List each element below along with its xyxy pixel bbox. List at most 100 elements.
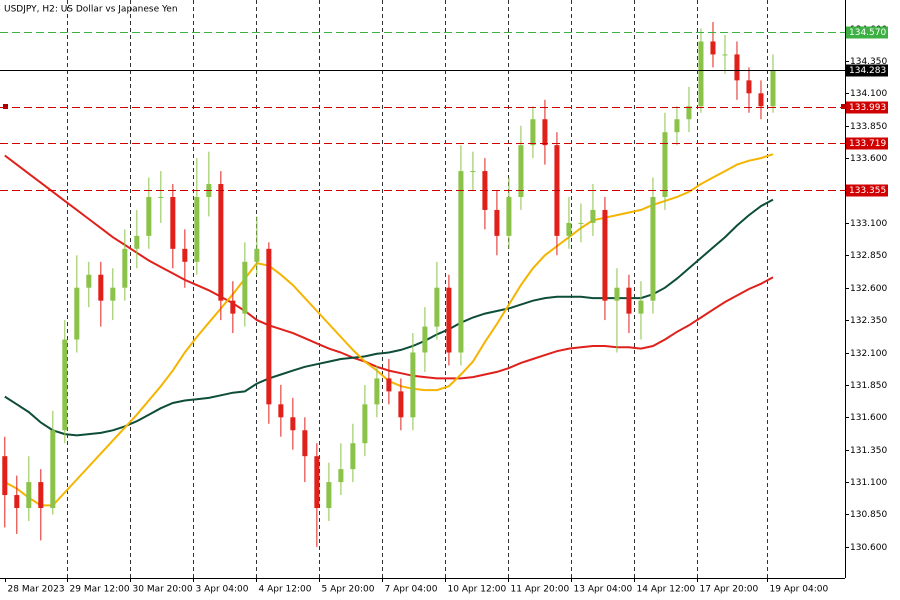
candle-body	[146, 196, 152, 236]
candle-body	[662, 132, 668, 197]
candle-body	[50, 430, 56, 509]
candle-body	[122, 248, 128, 288]
candle-body	[494, 209, 500, 236]
candle-body	[38, 482, 44, 509]
candle-body	[2, 456, 8, 496]
candle-body	[338, 469, 344, 483]
candle-body	[614, 287, 620, 301]
candle-body	[710, 41, 716, 55]
x-tick-label: 28 Mar 2023	[8, 585, 65, 595]
y-tick-label: 130.600	[850, 543, 887, 553]
candle-body	[26, 482, 32, 509]
candle-body	[266, 248, 272, 405]
y-tick-label: 133.850	[850, 122, 887, 132]
candle-body	[530, 119, 536, 146]
x-tick-label: 30 Mar 20:00	[133, 585, 193, 595]
y-tick-label: 131.350	[850, 446, 887, 456]
x-tick-label: 11 Apr 20:00	[511, 585, 570, 595]
x-tick-label: 19 Apr 04:00	[770, 585, 829, 595]
candle-body	[98, 274, 104, 301]
candle-body	[446, 287, 452, 353]
y-tick-label: 134.350	[850, 57, 887, 67]
candle-body	[746, 80, 752, 94]
y-tick-label: 132.350	[850, 316, 887, 326]
x-tick-label: 5 Apr 20:00	[322, 585, 375, 595]
candle-body	[698, 41, 704, 107]
candle-body	[590, 209, 596, 223]
price-level-label: 134.570	[849, 28, 886, 38]
candle-body	[374, 378, 380, 405]
x-tick-label: 10 Apr 12:00	[448, 585, 507, 595]
candle-body	[458, 171, 464, 353]
x-tick-label: 4 Apr 12:00	[259, 585, 312, 595]
candle-body	[350, 443, 356, 470]
candle-body	[326, 482, 332, 509]
candle-body	[626, 287, 632, 314]
x-tick-label: 14 Apr 12:00	[637, 585, 696, 595]
candle-body	[470, 171, 476, 173]
candle-body	[674, 119, 680, 133]
candle-body	[722, 54, 728, 56]
price-level-label: 133.355	[849, 186, 886, 196]
candle-body	[422, 326, 428, 353]
chart-title: USDJPY, H2: US Dollar vs Japanese Yen	[4, 5, 178, 15]
price-level-box	[846, 137, 888, 150]
price-level-label: 134.283	[849, 66, 886, 76]
y-tick-label: 132.600	[850, 284, 887, 294]
candle-body	[182, 248, 188, 262]
x-tick-label: 7 Apr 04:00	[385, 585, 438, 595]
candle-body	[602, 209, 608, 301]
y-tick-label: 130.850	[850, 510, 887, 520]
candle-body	[638, 300, 644, 314]
x-tick-label: 17 Apr 20:00	[700, 585, 759, 595]
level-marker-right	[841, 104, 846, 109]
candle-body	[158, 196, 164, 198]
y-tick-label: 133.100	[850, 219, 887, 229]
price-level-box	[846, 101, 888, 114]
candle-body	[398, 391, 404, 418]
candle-body	[134, 235, 140, 249]
y-tick-label: 132.850	[850, 251, 887, 261]
candle-body	[218, 184, 224, 301]
candle-body	[566, 222, 572, 236]
y-tick-label: 134.100	[850, 89, 887, 99]
candle-body	[110, 287, 116, 301]
candle-body	[254, 248, 260, 262]
y-tick-label: 131.850	[850, 381, 887, 391]
candle-body	[770, 69, 776, 107]
price-level-box	[846, 26, 888, 39]
candle-body	[230, 300, 236, 314]
candle-body	[278, 404, 284, 418]
candle-body	[506, 196, 512, 236]
candle-body	[74, 287, 80, 340]
moving-average	[4, 198, 774, 437]
candle-body	[242, 261, 248, 314]
candle-body	[86, 274, 92, 288]
level-marker-left	[3, 104, 8, 109]
price-level-label: 133.993	[849, 103, 886, 113]
candle-body	[410, 352, 416, 418]
candle-body	[362, 404, 368, 444]
x-tick-label: 13 Apr 04:00	[574, 585, 633, 595]
candle-body	[302, 430, 308, 457]
candle-body	[542, 119, 548, 146]
candle-body	[14, 495, 20, 509]
candle-body	[686, 106, 692, 120]
candle-body	[170, 196, 176, 249]
candle-body	[758, 93, 764, 107]
candle-body	[314, 456, 320, 509]
candle-body	[62, 339, 68, 431]
candle-body	[434, 287, 440, 327]
price-level-box	[846, 184, 888, 197]
candle-body	[386, 378, 392, 392]
price-level-box	[846, 64, 888, 77]
y-tick-label: 131.100	[850, 478, 887, 488]
price-level-label: 133.719	[849, 139, 886, 149]
x-tick-label: 3 Apr 04:00	[196, 585, 249, 595]
candle-body	[578, 222, 584, 224]
candle-body	[194, 196, 200, 262]
y-tick-label: 133.600	[850, 154, 887, 164]
y-tick-label: 131.600	[850, 413, 887, 423]
y-tick-label: 132.100	[850, 349, 887, 359]
